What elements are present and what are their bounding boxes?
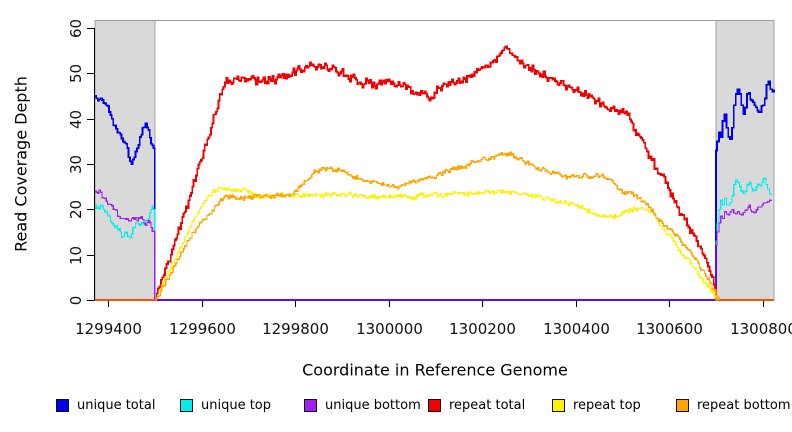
unique-bottom-swatch xyxy=(304,399,317,412)
x-tick-label: 1300400 xyxy=(543,320,610,338)
series-line-unique-total xyxy=(94,80,775,301)
x-tick-label: 1299400 xyxy=(75,320,142,338)
series-line-unique-bottom xyxy=(94,189,772,301)
x-tick-label: 1300200 xyxy=(449,320,516,338)
legend: unique total unique top unique bottom repea… xyxy=(56,398,792,413)
legend-item-unique-bottom: unique bottom xyxy=(304,398,428,413)
legend-label-unique-top: unique top xyxy=(201,398,272,413)
unique-top-swatch xyxy=(180,399,193,412)
unique-total-swatch xyxy=(56,399,69,412)
masked-region-right xyxy=(715,20,775,301)
x-tick-label: 1299600 xyxy=(169,320,236,338)
legend-label-unique-total: unique total xyxy=(77,398,156,413)
y-tick-label: 50 xyxy=(67,64,85,83)
x-tick-label: 1300000 xyxy=(356,320,423,338)
repeat-top-swatch xyxy=(552,399,565,412)
series-line-repeat-bottom xyxy=(94,151,775,301)
x-tick-label: 1300800 xyxy=(730,320,792,338)
repeat-total-swatch xyxy=(428,399,441,412)
y-tick-label: 30 xyxy=(67,155,85,174)
x-tick-label: 1300600 xyxy=(636,320,703,338)
legend-item-unique-total: unique total xyxy=(56,398,180,413)
legend-item-repeat-total: repeat total xyxy=(428,398,552,413)
legend-item-unique-top: unique top xyxy=(180,398,304,413)
y-tick-label: 20 xyxy=(67,200,85,219)
legend-label-repeat-total: repeat total xyxy=(449,398,526,413)
y-axis-title: Read Coverage Depth xyxy=(11,76,31,252)
masked-region-left xyxy=(94,20,156,301)
y-tick-label: 0 xyxy=(67,296,85,306)
y-tick-label: 60 xyxy=(67,19,85,38)
y-tick-label: 40 xyxy=(67,110,85,129)
x-axis-title: Coordinate in Reference Genome xyxy=(302,360,568,380)
legend-label-repeat-top: repeat top xyxy=(573,398,641,413)
legend-item-repeat-bottom: repeat bottom xyxy=(676,398,792,413)
y-tick-label: 10 xyxy=(67,246,85,265)
x-tick-label: 1299800 xyxy=(262,320,329,338)
legend-label-unique-bottom: unique bottom xyxy=(325,398,421,413)
series-line-repeat-top xyxy=(94,187,775,301)
series-line-repeat-total xyxy=(94,45,775,301)
repeat-bottom-swatch xyxy=(676,399,689,412)
legend-label-repeat-bottom: repeat bottom xyxy=(697,398,791,413)
legend-item-repeat-top: repeat top xyxy=(552,398,676,413)
